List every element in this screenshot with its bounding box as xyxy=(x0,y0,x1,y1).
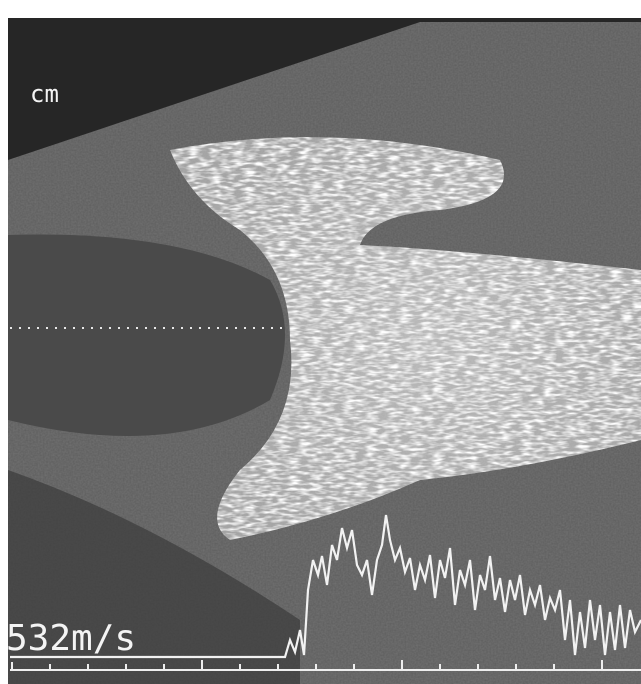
ultrasound-scan: cm 532m/s xyxy=(0,0,641,684)
page: {"labels": {"depth_unit": "cm", "velocit… xyxy=(0,0,641,684)
velocity-label: 532m/s xyxy=(6,618,136,659)
depth-unit-label: cm xyxy=(30,80,59,108)
